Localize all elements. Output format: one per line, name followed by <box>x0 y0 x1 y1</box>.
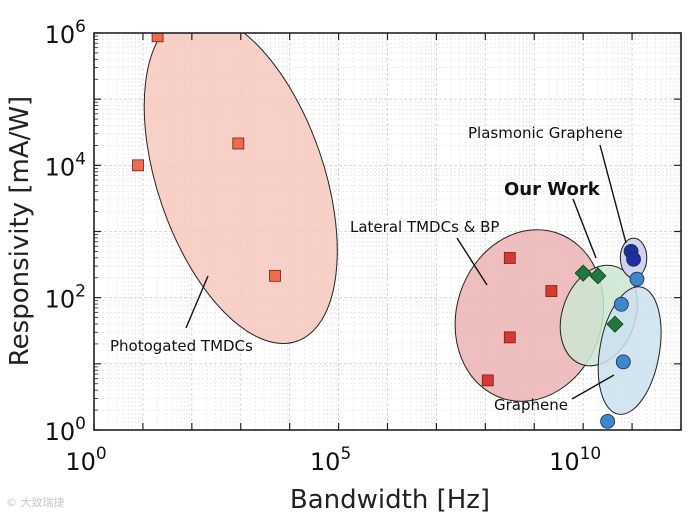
label-lateral-tmdcs-bp: Lateral TMDCs & BP <box>350 218 499 236</box>
x-tick-label: 1010 <box>549 444 601 476</box>
watermark: © 大致瑞捷 <box>6 496 65 509</box>
point-plasmonic-graphene <box>626 251 641 267</box>
point-lateral-tmdcs-bp <box>545 285 558 297</box>
point-photogated-tmdcs <box>232 137 245 150</box>
y-tick-label: 106 <box>45 17 86 49</box>
point-our-work <box>574 264 592 282</box>
x-axis-title: Bandwidth [Hz] <box>290 485 490 515</box>
point-graphene <box>613 296 629 312</box>
label-our-work: Our Work <box>504 179 601 200</box>
y-axis-title: Responsivity [mA/W] <box>5 96 35 366</box>
ellipse-photogated-tmdcs <box>143 33 338 344</box>
x-tick-label: 100 <box>65 444 106 476</box>
leader-lines <box>185 144 627 400</box>
leader-line <box>572 198 597 259</box>
point-photogated-tmdcs <box>269 269 281 282</box>
leader-line <box>456 237 488 286</box>
y-tick-label: 102 <box>45 282 86 314</box>
label-plasmonic-graphene: Plasmonic Graphene <box>468 124 623 142</box>
label-graphene: Graphene <box>494 396 568 414</box>
x-tick-label: 105 <box>310 444 351 476</box>
point-graphene <box>600 413 616 429</box>
point-lateral-tmdcs-bp <box>481 374 494 387</box>
data-points <box>132 33 645 429</box>
leader-line <box>571 374 615 400</box>
leader-line <box>185 275 209 329</box>
point-photogated-tmdcs <box>151 33 164 43</box>
label-photogated-tmdcs: Photogated TMDCs <box>110 337 253 355</box>
y-tick-label: 100 <box>45 414 86 446</box>
point-our-work <box>606 315 624 333</box>
axis-ticks: 100 105 1010 100 102 104 106 <box>45 17 682 476</box>
ellipses <box>143 33 662 415</box>
y-tick-label: 104 <box>45 149 86 181</box>
point-photogated-tmdcs <box>132 159 144 172</box>
point-our-work <box>589 267 607 285</box>
point-lateral-tmdcs-bp <box>503 252 516 264</box>
point-graphene <box>615 354 631 370</box>
point-lateral-tmdcs-bp <box>503 331 516 344</box>
point-graphene <box>629 271 645 287</box>
leader-line <box>599 144 627 244</box>
